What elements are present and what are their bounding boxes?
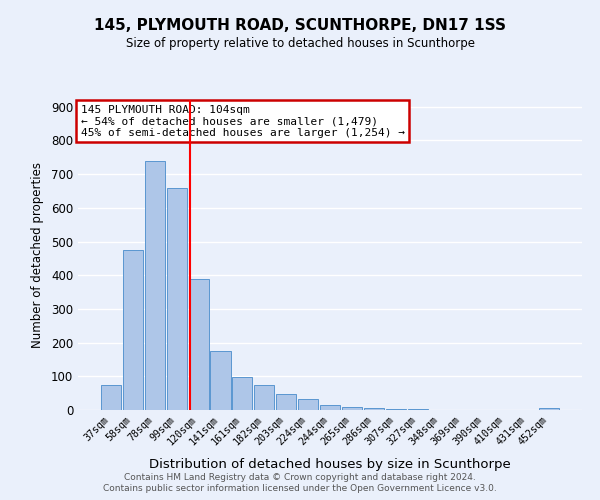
Text: 145 PLYMOUTH ROAD: 104sqm
← 54% of detached houses are smaller (1,479)
45% of se: 145 PLYMOUTH ROAD: 104sqm ← 54% of detac… (80, 104, 404, 138)
Bar (364, 408, 384, 410)
Bar (211, 351, 230, 410)
Bar (254, 384, 274, 410)
Bar (188, 278, 209, 410)
Bar (123, 250, 143, 410)
Bar (232, 378, 253, 410)
X-axis label: Distribution of detached houses by size in Scunthorpe: Distribution of detached houses by size … (149, 458, 511, 471)
Bar (539, 408, 559, 410)
Bar (298, 399, 318, 410)
Text: Contains public sector information licensed under the Open Government Licence v3: Contains public sector information licen… (103, 484, 497, 493)
Text: Contains HM Land Registry data © Crown copyright and database right 2024.: Contains HM Land Registry data © Crown c… (124, 472, 476, 482)
Bar (320, 405, 340, 410)
Bar (167, 188, 187, 410)
Bar (386, 409, 406, 410)
Text: Size of property relative to detached houses in Scunthorpe: Size of property relative to detached ho… (125, 38, 475, 51)
Bar (276, 394, 296, 410)
Text: 145, PLYMOUTH ROAD, SCUNTHORPE, DN17 1SS: 145, PLYMOUTH ROAD, SCUNTHORPE, DN17 1SS (94, 18, 506, 32)
Bar (101, 384, 121, 410)
Y-axis label: Number of detached properties: Number of detached properties (31, 162, 44, 348)
Bar (145, 160, 165, 410)
Bar (342, 406, 362, 410)
